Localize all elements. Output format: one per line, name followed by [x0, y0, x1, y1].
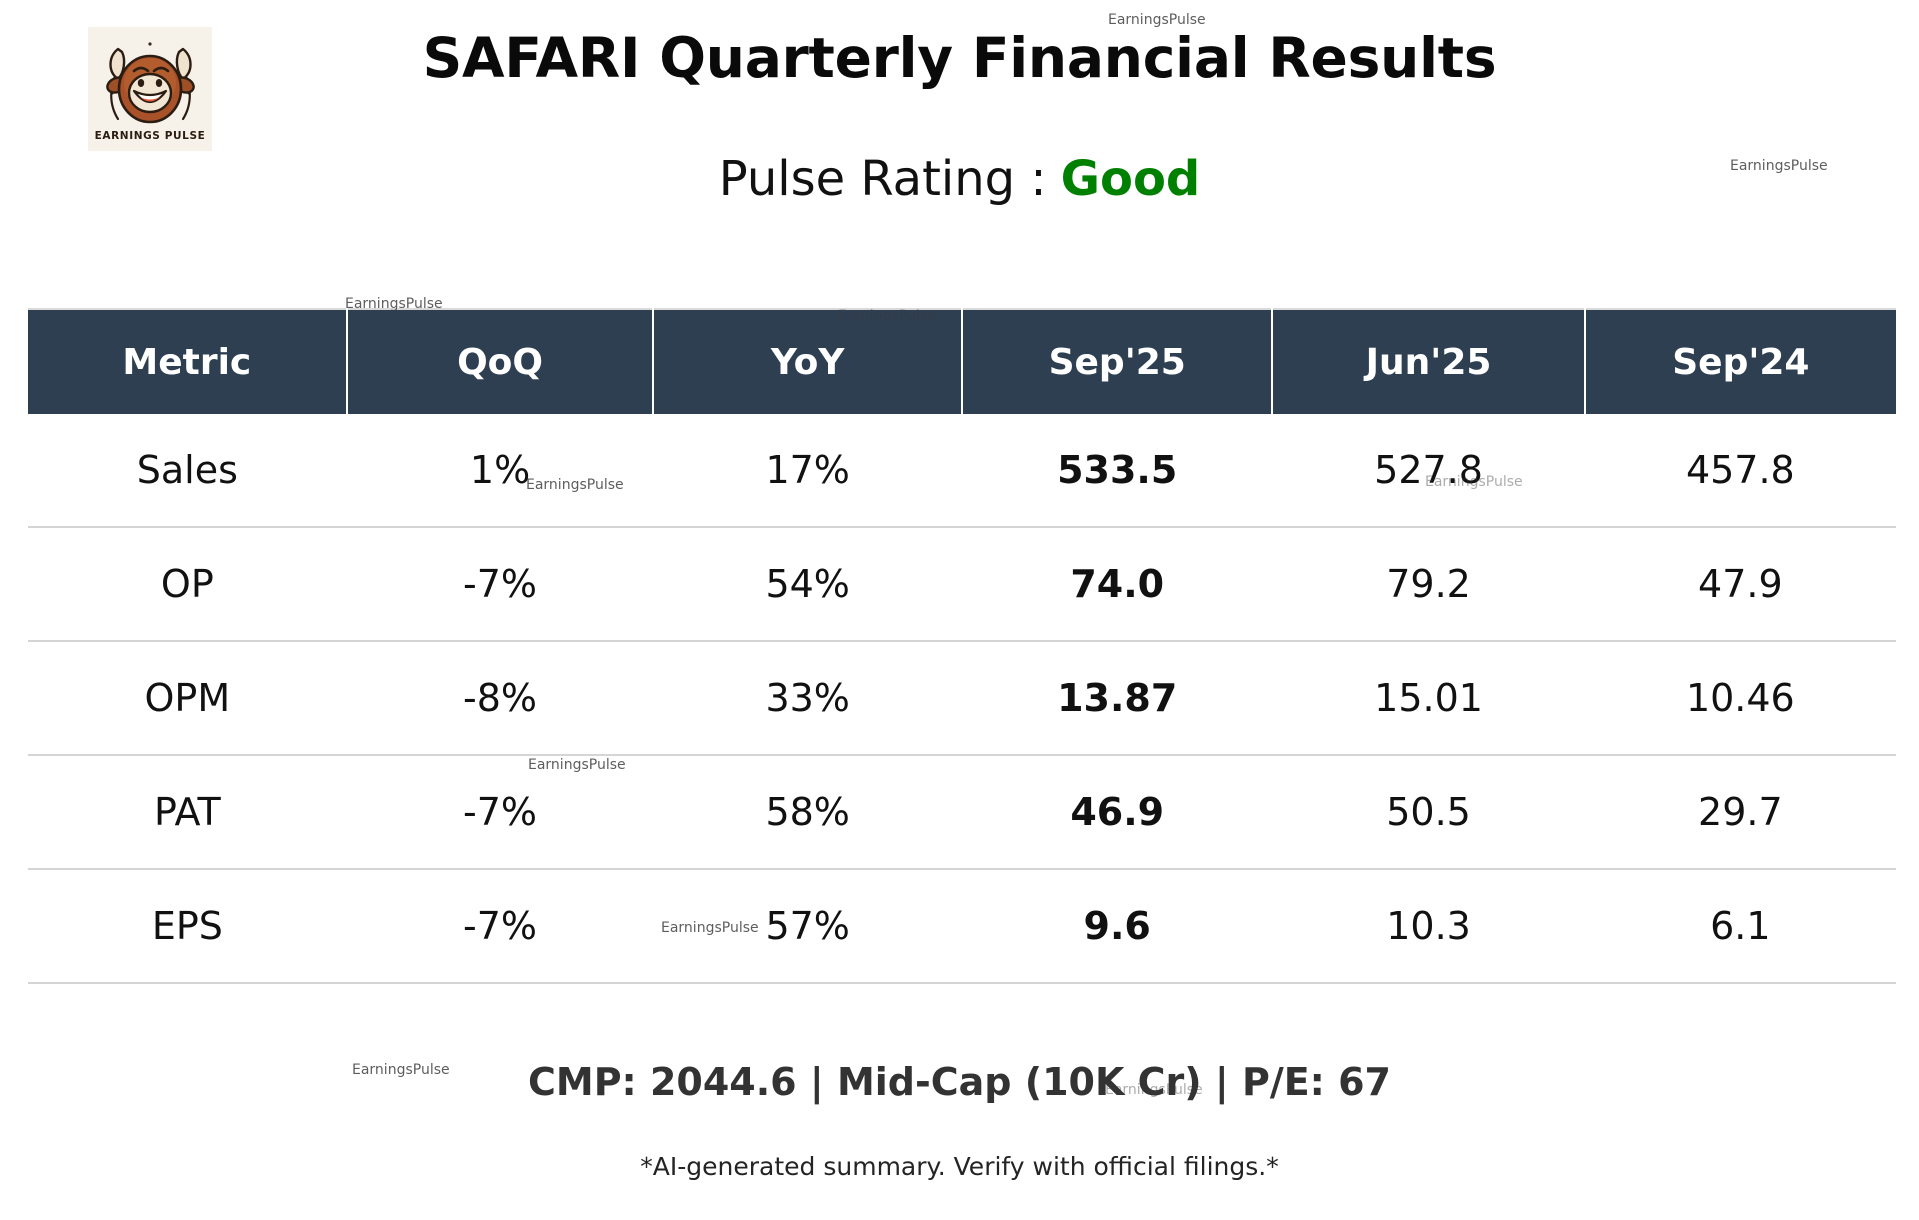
table-header: Metric QoQ YoY Sep'25 Jun'25 Sep'24: [28, 308, 1896, 414]
pulse-rating-label: Pulse Rating :: [718, 151, 1047, 207]
cell-yoy: 33%: [653, 641, 962, 756]
cell-jun25: 527.8: [1272, 414, 1585, 528]
table-header-row: Metric QoQ YoY Sep'25 Jun'25 Sep'24: [28, 308, 1896, 414]
cell-sep25: 74.0: [961, 527, 1273, 642]
column-header-yoy: YoY: [653, 308, 963, 414]
cell-sep24: 10.46: [1584, 641, 1896, 756]
cell-qoq: -7%: [346, 755, 654, 870]
column-header-sep25: Sep'25: [961, 308, 1274, 414]
cell-qoq: -8%: [346, 641, 654, 756]
pulse-rating: Pulse Rating : Good: [0, 151, 1919, 207]
financial-results-table: Metric QoQ YoY Sep'25 Jun'25 Sep'24 Sale…: [28, 308, 1896, 984]
cell-qoq: 1%: [346, 414, 654, 528]
cell-sep25: 9.6: [961, 869, 1273, 984]
financial-table-wrapper: Metric QoQ YoY Sep'25 Jun'25 Sep'24 Sale…: [28, 308, 1896, 984]
cell-sep24: 6.1: [1584, 869, 1896, 984]
table-body: Sales 1% 17% 533.5 527.8 457.8 OP -7% 54…: [28, 414, 1896, 984]
pulse-rating-value: Good: [1060, 151, 1201, 207]
column-header-metric: Metric: [28, 308, 348, 414]
cell-metric: OP: [28, 527, 347, 642]
cell-qoq: -7%: [346, 869, 654, 984]
table-row: OPM -8% 33% 13.87 15.01 10.46: [28, 641, 1896, 756]
cell-metric: Sales: [28, 414, 347, 528]
table-row: OP -7% 54% 74.0 79.2 47.9: [28, 527, 1896, 642]
cell-jun25: 79.2: [1272, 527, 1585, 642]
cell-yoy: 57%: [653, 869, 962, 984]
page-title: SAFARI Quarterly Financial Results: [422, 26, 1497, 90]
cell-metric: OPM: [28, 641, 347, 756]
cell-metric: PAT: [28, 755, 347, 870]
table-row: EPS -7% 57% 9.6 10.3 6.1: [28, 869, 1896, 984]
bull-mascot-icon: EARNINGS PULSE: [88, 27, 212, 151]
cell-sep25: 13.87: [961, 641, 1273, 756]
cell-sep24: 47.9: [1584, 527, 1896, 642]
column-header-sep24: Sep'24: [1584, 308, 1896, 414]
cell-qoq: -7%: [346, 527, 654, 642]
cell-yoy: 58%: [653, 755, 962, 870]
cell-sep25: 533.5: [961, 414, 1273, 528]
svg-text:EARNINGS PULSE: EARNINGS PULSE: [95, 130, 206, 142]
cell-jun25: 15.01: [1272, 641, 1585, 756]
cell-metric: EPS: [28, 869, 347, 984]
earnings-pulse-logo: EARNINGS PULSE: [88, 27, 212, 151]
column-header-jun25: Jun'25: [1272, 308, 1586, 414]
disclaimer-text: *AI-generated summary. Verify with offic…: [640, 1152, 1279, 1181]
cell-sep24: 457.8: [1584, 414, 1896, 528]
cell-jun25: 10.3: [1272, 869, 1585, 984]
column-header-qoq: QoQ: [346, 308, 655, 414]
table-row: Sales 1% 17% 533.5 527.8 457.8: [28, 414, 1896, 528]
table-row: PAT -7% 58% 46.9 50.5 29.7: [28, 755, 1896, 870]
cell-yoy: 54%: [653, 527, 962, 642]
cell-sep25: 46.9: [961, 755, 1273, 870]
cell-sep24: 29.7: [1584, 755, 1896, 870]
cell-yoy: 17%: [653, 414, 962, 528]
cmp-summary-line: CMP: 2044.6 | Mid-Cap (10K Cr) | P/E: 67: [528, 1060, 1391, 1104]
cell-jun25: 50.5: [1272, 755, 1585, 870]
